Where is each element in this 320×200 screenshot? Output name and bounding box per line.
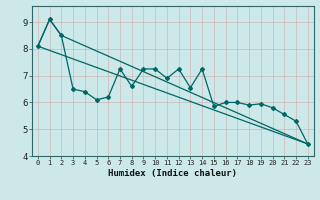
X-axis label: Humidex (Indice chaleur): Humidex (Indice chaleur)	[108, 169, 237, 178]
